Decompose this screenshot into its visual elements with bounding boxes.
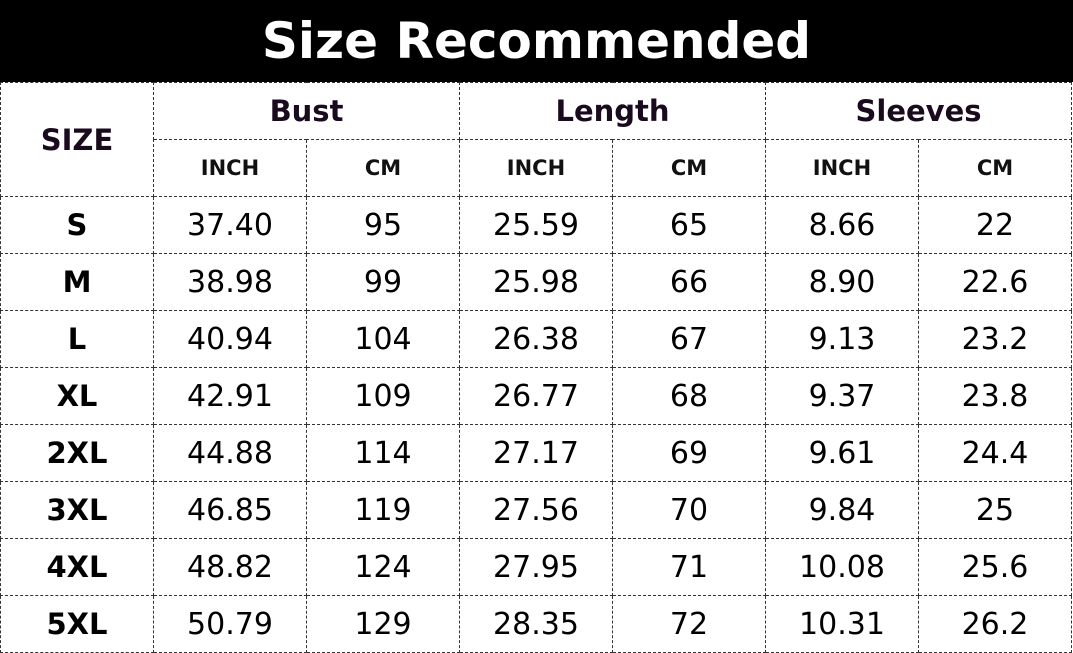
table-row: XL 42.91 109 26.77 68 9.37 23.8 (0, 367, 1072, 425)
table-cell: 25.6 (918, 538, 1072, 596)
header-unit: CM (612, 139, 766, 197)
header-unit: CM (918, 139, 1072, 197)
table-cell: 70 (612, 481, 766, 539)
table-cell: 69 (612, 424, 766, 482)
table-cell: 42.91 (153, 367, 307, 425)
table-cell: 50.79 (153, 595, 307, 653)
table-cell: 9.61 (765, 424, 919, 482)
table-cell: 38.98 (153, 253, 307, 311)
size-label: 4XL (0, 538, 154, 596)
table-cell: 119 (306, 481, 460, 539)
table-cell: 9.13 (765, 310, 919, 368)
table-cell: 27.56 (459, 481, 613, 539)
table-row: 3XL 46.85 119 27.56 70 9.84 25 (0, 481, 1072, 539)
table-cell: 71 (612, 538, 766, 596)
table-cell: 68 (612, 367, 766, 425)
size-label: S (0, 196, 154, 254)
table-row: 5XL 50.79 129 28.35 72 10.31 26.2 (0, 595, 1072, 653)
header-unit: INCH (459, 139, 613, 197)
table-cell: 72 (612, 595, 766, 653)
table-cell: 25.59 (459, 196, 613, 254)
header-unit: CM (306, 139, 460, 197)
table-cell: 23.2 (918, 310, 1072, 368)
table-cell: 25.98 (459, 253, 613, 311)
size-label: 2XL (0, 424, 154, 482)
table-cell: 46.85 (153, 481, 307, 539)
table-cell: 9.84 (765, 481, 919, 539)
table-cell: 65 (612, 196, 766, 254)
table-row: L 40.94 104 26.38 67 9.13 23.2 (0, 310, 1072, 368)
table-row: 2XL 44.88 114 27.17 69 9.61 24.4 (0, 424, 1072, 482)
table-cell: 66 (612, 253, 766, 311)
header-bust: Bust (153, 82, 460, 140)
header-length: Length (459, 82, 766, 140)
table-row: S 37.40 95 25.59 65 8.66 22 (0, 196, 1072, 254)
table-cell: 26.38 (459, 310, 613, 368)
table-cell: 44.88 (153, 424, 307, 482)
header-unit: INCH (765, 139, 919, 197)
table-cell: 109 (306, 367, 460, 425)
table-cell: 22.6 (918, 253, 1072, 311)
table-cell: 9.37 (765, 367, 919, 425)
table-cell: 40.94 (153, 310, 307, 368)
table-cell: 104 (306, 310, 460, 368)
table-cell: 23.8 (918, 367, 1072, 425)
table-cell: 8.66 (765, 196, 919, 254)
table-cell: 124 (306, 538, 460, 596)
table-row: M 38.98 99 25.98 66 8.90 22.6 (0, 253, 1072, 311)
header-unit: INCH (153, 139, 307, 197)
table-cell: 99 (306, 253, 460, 311)
table-cell: 114 (306, 424, 460, 482)
size-label: 3XL (0, 481, 154, 539)
table-cell: 27.17 (459, 424, 613, 482)
table-cell: 37.40 (153, 196, 307, 254)
table-cell: 67 (612, 310, 766, 368)
table-cell: 95 (306, 196, 460, 254)
table-cell: 10.31 (765, 595, 919, 653)
size-label: XL (0, 367, 154, 425)
table-cell: 26.2 (918, 595, 1072, 653)
size-label: 5XL (0, 595, 154, 653)
table-cell: 27.95 (459, 538, 613, 596)
table-cell: 8.90 (765, 253, 919, 311)
size-label: M (0, 253, 154, 311)
size-table: SIZE Bust Length Sleeves INCH CM INCH CM… (0, 82, 1072, 653)
table-cell: 28.35 (459, 595, 613, 653)
table-row: 4XL 48.82 124 27.95 71 10.08 25.6 (0, 538, 1072, 596)
table-cell: 26.77 (459, 367, 613, 425)
header-size: SIZE (0, 82, 154, 197)
table-cell: 24.4 (918, 424, 1072, 482)
header-sleeves: Sleeves (765, 82, 1072, 140)
table-cell: 10.08 (765, 538, 919, 596)
size-label: L (0, 310, 154, 368)
table-cell: 129 (306, 595, 460, 653)
table-cell: 22 (918, 196, 1072, 254)
table-cell: 25 (918, 481, 1072, 539)
table-cell: 48.82 (153, 538, 307, 596)
page-title: Size Recommended (0, 0, 1073, 82)
